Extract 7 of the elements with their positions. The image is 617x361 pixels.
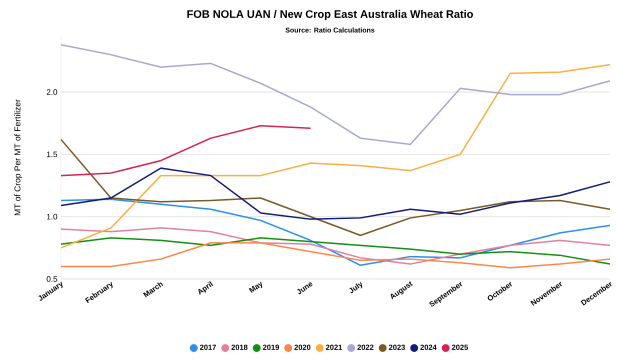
line-series bbox=[60, 124, 312, 176]
line-series bbox=[60, 227, 611, 265]
chart-title: FOB NOLA UAN / New Crop East Australia Wheat Ratio bbox=[187, 10, 473, 20]
line-series bbox=[60, 167, 611, 220]
line-series bbox=[60, 44, 611, 146]
line-series bbox=[60, 242, 611, 269]
y-axis-title: MT of Crop Per MT of Fertilizer bbox=[14, 99, 22, 216]
